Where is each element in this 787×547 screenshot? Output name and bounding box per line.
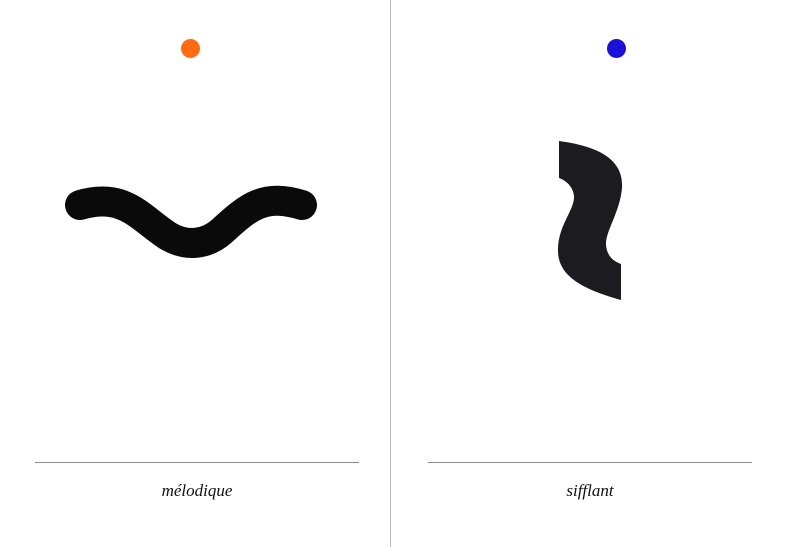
card-melodique: mélodique bbox=[0, 0, 390, 547]
s-curve-blade-icon bbox=[557, 141, 623, 300]
card-caption: mélodique bbox=[161, 481, 233, 500]
card-caption: sifflant bbox=[566, 481, 614, 500]
blue-dot-marker bbox=[607, 39, 626, 58]
wave-stroke-icon bbox=[65, 185, 317, 258]
orange-dot-marker bbox=[181, 39, 200, 58]
panel-divider bbox=[390, 0, 391, 547]
caption-rule bbox=[428, 462, 752, 463]
card-sifflant: sifflant bbox=[391, 0, 787, 547]
caption-rule bbox=[35, 462, 359, 463]
